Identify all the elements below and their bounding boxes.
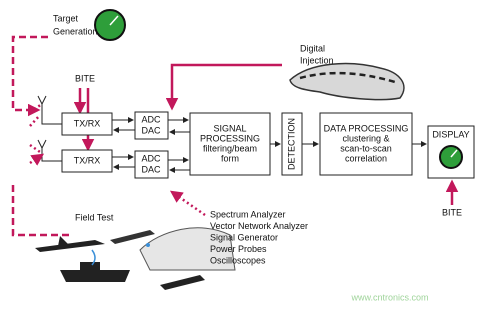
node-label: DETECTION [286,118,296,170]
node-label: filtering/beam [203,143,257,153]
node-label: BITE [75,73,95,83]
node-label: Injection [300,55,334,65]
node-label: Power Probes [210,244,267,254]
node-label: clustering & [342,133,389,143]
node-label: BITE [442,207,462,217]
node-label: correlation [345,153,387,163]
node-label: Oscilloscopes [210,255,266,265]
watermark: www.cntronics.com [350,292,428,302]
node-label: form [221,153,239,163]
node-label: scan-to-scan [340,143,392,153]
node-label: Vector Network Analyzer [210,221,308,231]
node-label: DATA PROCESSING [324,123,409,133]
layout [11,9,475,290]
node-label: ADC [141,114,161,124]
node-label: ADC [141,153,161,163]
node-label: Signal Generator [210,232,278,242]
node-label: PROCESSING [200,133,260,143]
node-label: SIGNAL [213,123,246,133]
node-label: DISPLAY [432,129,469,139]
node-label: Target [53,13,79,23]
node-label: Digital [300,43,325,53]
node-label: TX/RX [74,118,101,128]
node-label: DAC [141,164,161,174]
node-label: Spectrum Analyzer [210,209,286,219]
node-label: Generation [53,26,98,36]
node-label: TX/RX [74,155,101,165]
node-label: Field Test [75,212,114,222]
node-label: DAC [141,125,161,135]
